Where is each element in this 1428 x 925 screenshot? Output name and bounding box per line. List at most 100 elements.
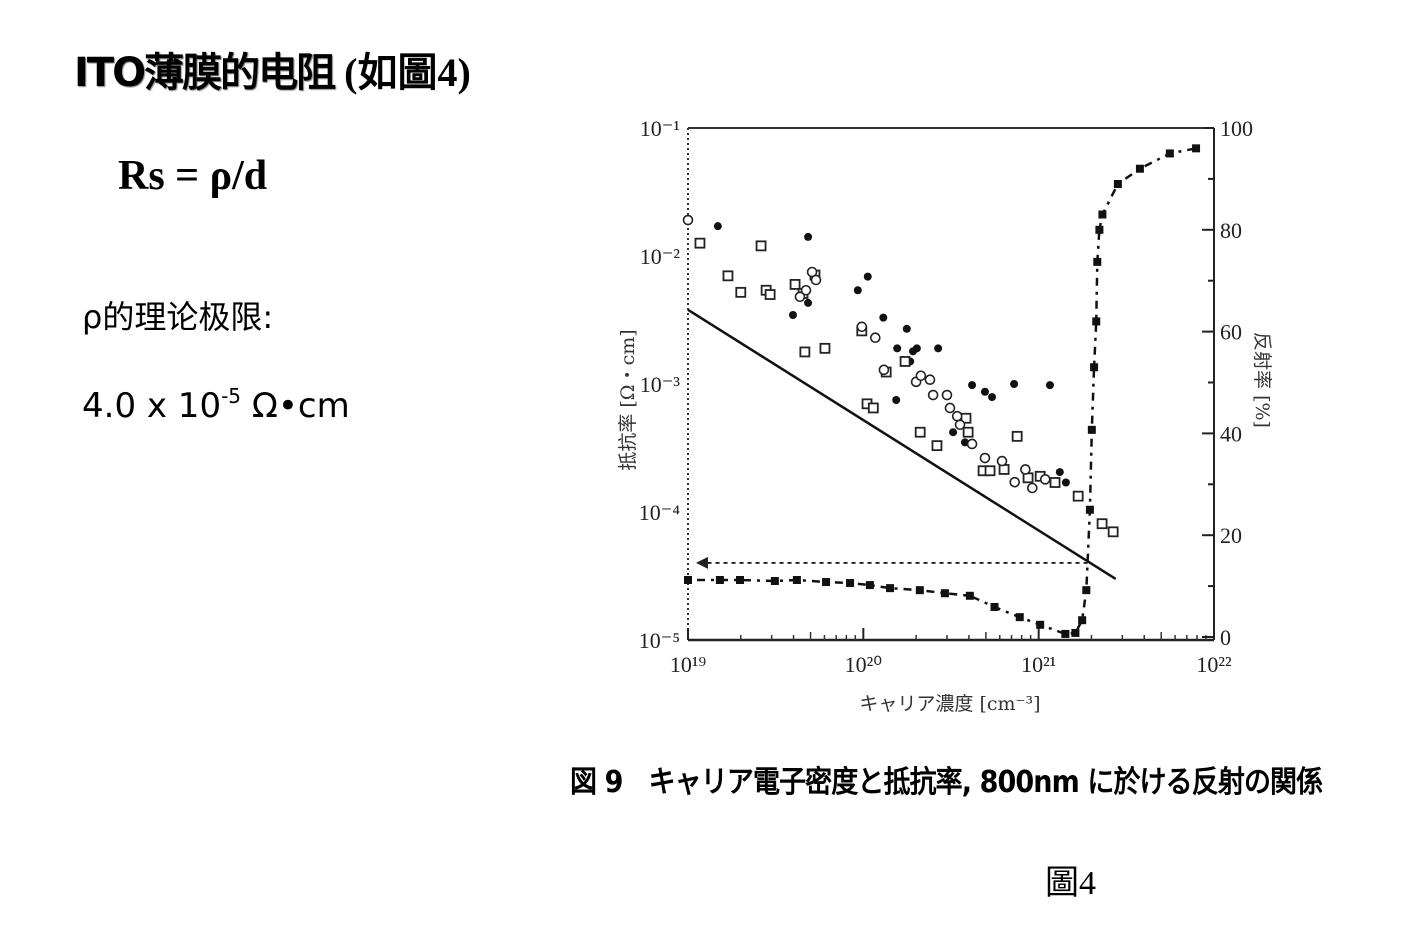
data-point-open-circle (966, 438, 978, 450)
data-point-filled-circle (988, 393, 997, 402)
reflectance-point (915, 586, 924, 595)
y2-tick-label: 80 (1220, 218, 1242, 243)
y2-tick-label: 20 (1220, 523, 1242, 548)
chart-axes: 10¹⁹ 10²⁰ 10²¹ 10²² 10⁻¹ 10⁻² 10⁻³ 10⁻⁴ 10⁻⁵ 0 20 4… (639, 116, 1253, 677)
y-tick-label: 10⁻² (640, 244, 681, 269)
reflectance-curve (688, 147, 1197, 636)
data-point-open-square (755, 240, 767, 252)
data-point-open-square (722, 270, 734, 282)
data-point-open-square (899, 356, 911, 367)
chart-marks (682, 144, 1201, 638)
resistivity-limit-value: 4.0 x 10-5 Ω•cm (82, 384, 350, 426)
data-point-filled-circle (853, 286, 862, 295)
reflectance-point (1092, 317, 1101, 326)
x-tick-label: 10²⁰ (845, 652, 883, 677)
reflectance-point (770, 577, 779, 586)
data-point-filled-circle (863, 272, 872, 281)
data-point-open-square (962, 426, 974, 438)
data-point-open-circle (996, 455, 1008, 467)
reflectance-point (1085, 505, 1094, 514)
y2-tick-label: 100 (1220, 116, 1253, 141)
data-point-open-circle (941, 389, 953, 401)
resistivity-limit-label: ρ的理论极限: (82, 298, 274, 336)
arrow-head-icon (695, 556, 708, 569)
data-point-open-circle (1039, 474, 1051, 485)
data-point-filled-circle (968, 381, 977, 390)
data-point-open-square (819, 342, 831, 354)
data-point-open-circle (927, 389, 939, 401)
data-point-open-circle (869, 332, 881, 343)
reflectance-point (1135, 164, 1144, 173)
data-point-open-square (1096, 518, 1108, 530)
data-point-open-circle (944, 402, 956, 414)
reflectance-point (1061, 629, 1070, 638)
reflectance-point (1093, 257, 1102, 266)
reflectance-point (886, 584, 895, 593)
reflectance-point (1087, 425, 1096, 434)
data-point-open-circle (856, 321, 868, 333)
y2-tick-label: 60 (1220, 320, 1242, 345)
limit-mantissa: 4.0 x 10 (82, 386, 222, 426)
data-point-filled-circle (892, 395, 901, 404)
data-point-open-square (914, 426, 926, 438)
data-point-open-square (867, 402, 879, 414)
data-point-open-circle (800, 284, 812, 296)
reflectance-point (1015, 613, 1024, 622)
y2-tick-label: 40 (1220, 421, 1242, 446)
data-point-filled-circle (980, 387, 989, 396)
data-point-open-circle (810, 274, 822, 286)
data-point-open-square (789, 278, 801, 290)
x-tick-label: 10²² (1196, 652, 1232, 677)
data-point-filled-circle (804, 232, 813, 241)
reflectance-point (1071, 628, 1080, 637)
sheet-resistance-formula: Rs = ρ/d (118, 153, 268, 199)
data-point-filled-circle (893, 344, 902, 353)
y-axis-label: 抵抗率 [Ω・cm] (617, 329, 639, 470)
data-point-filled-circle (909, 347, 918, 356)
data-point-filled-circle (879, 313, 888, 322)
data-point-open-square (764, 289, 776, 300)
reflectance-point (1098, 210, 1107, 219)
reflectance-point (940, 589, 949, 598)
figure-label: 圖4 (1045, 865, 1096, 902)
data-point-open-square (1049, 477, 1061, 488)
data-point-open-square (1107, 526, 1119, 538)
reflectance-point (1095, 225, 1104, 234)
slide-title: ITO薄膜的电阻 (如圖4) (74, 40, 471, 98)
reflectance-point (1078, 616, 1087, 625)
data-point-open-circle (1027, 482, 1038, 494)
data-point-filled-circle (902, 324, 911, 333)
reflectance-point (1036, 620, 1045, 629)
reflectance-point (715, 575, 724, 584)
y2-axis-label: 反射率 [%] (1251, 332, 1273, 428)
data-point-open-square (998, 464, 1010, 475)
reflectance-point (792, 575, 801, 584)
data-point-open-circle (794, 291, 806, 303)
data-point-filled-circle (1045, 381, 1054, 390)
data-point-open-square (931, 440, 943, 452)
x-tick-label: 10¹⁹ (670, 652, 707, 677)
data-point-open-circle (1009, 476, 1021, 488)
limit-exponent: -5 (221, 384, 242, 408)
data-point-open-square (1072, 490, 1084, 502)
title-reference: (如圖4) (334, 50, 471, 95)
data-point-open-square (735, 286, 747, 298)
data-point-open-square (799, 346, 811, 358)
data-point-open-circle (951, 410, 963, 422)
data-point-open-circle (915, 370, 927, 382)
y-tick-label: 10⁻³ (640, 372, 681, 397)
x-axis-label: キャリア濃度 [cm⁻³] (859, 693, 1040, 715)
reflectance-point (1165, 149, 1174, 158)
data-point-filled-circle (934, 344, 943, 353)
y-tick-label: 10⁻¹ (640, 116, 680, 141)
title-main: ITO薄膜的电阻 (74, 50, 336, 96)
data-point-open-circle (924, 374, 936, 386)
data-point-open-circle (979, 452, 991, 464)
reflectance-point (865, 581, 874, 590)
reflectance-point (1090, 363, 1099, 372)
reflectance-point (736, 575, 745, 584)
reflectance-point (684, 575, 692, 584)
data-point-filled-circle (1055, 468, 1064, 477)
reflectance-point (1113, 179, 1122, 188)
